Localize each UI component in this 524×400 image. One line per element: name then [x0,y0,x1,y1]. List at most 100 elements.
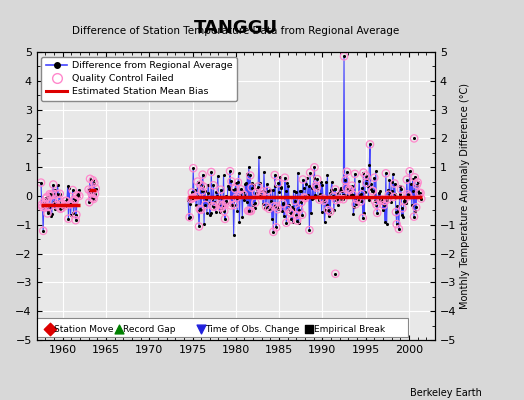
Point [69,187,77,193]
Point [295,206,303,213]
Point [392,221,401,227]
Point [71,217,80,223]
Point [42,194,51,200]
Point [70,196,79,202]
Point [281,174,289,181]
Point [234,179,242,186]
Point [216,186,225,193]
Point [372,202,380,208]
Point [381,170,390,176]
Point [270,172,279,178]
Point [290,206,299,212]
Point [204,182,213,188]
Point [219,202,227,209]
Point [231,186,239,192]
Point [196,181,205,188]
Point [232,180,240,186]
Point [88,195,96,201]
Point [211,209,220,215]
Point [320,198,328,204]
Point [239,189,247,195]
Point [392,209,400,215]
Point [39,228,47,234]
Point [278,208,286,215]
Point [282,220,290,226]
Point [197,326,205,332]
Point [246,172,255,179]
Point [63,195,71,202]
Point [386,188,395,195]
Point [193,178,202,185]
Point [244,208,252,214]
Point [384,187,392,193]
Point [61,203,69,209]
Point [289,218,297,225]
Point [226,202,235,209]
Point [185,214,194,220]
Point [71,197,79,204]
Point [380,198,389,204]
Point [197,207,205,213]
Point [84,186,93,193]
Point [215,201,223,208]
Point [283,206,292,212]
Point [86,176,94,182]
Point [297,188,305,194]
Point [346,187,354,193]
Point [200,221,208,228]
Point [331,186,340,193]
Point [272,203,281,210]
Point [46,326,54,332]
Point [56,206,64,212]
Point [232,194,241,201]
Point [252,190,260,196]
Point [88,195,96,201]
Point [43,210,52,217]
Point [315,196,324,203]
Point [303,191,311,198]
Point [325,190,334,196]
Point [287,216,296,223]
Point [278,200,287,207]
Point [224,182,232,189]
Point [210,204,219,210]
Point [291,198,299,204]
Point [239,192,248,198]
Point [255,154,263,160]
Point [231,186,239,192]
Point [378,196,386,203]
Point [298,212,307,218]
Point [376,188,384,195]
Point [237,186,245,192]
Point [92,185,100,192]
Point [410,214,418,220]
Point [281,174,289,181]
Point [293,217,301,224]
Point [340,53,348,60]
Point [62,198,70,204]
Point [400,198,408,204]
Point [366,141,374,148]
Point [326,208,334,215]
Point [333,202,342,208]
Point [92,185,100,192]
Point [235,170,243,177]
Point [412,204,420,211]
Point [329,193,337,200]
Point [314,195,323,201]
Point [354,192,363,199]
Point [310,164,319,170]
Point [318,182,326,188]
Point [291,189,300,196]
Point [206,210,215,216]
Point [389,171,397,178]
Point [394,208,402,214]
Point [415,190,423,196]
Point [400,198,409,205]
Point [352,201,360,208]
Point [214,195,223,201]
Point [396,183,405,189]
Point [410,174,419,180]
Point [362,172,370,179]
Point [385,177,394,184]
